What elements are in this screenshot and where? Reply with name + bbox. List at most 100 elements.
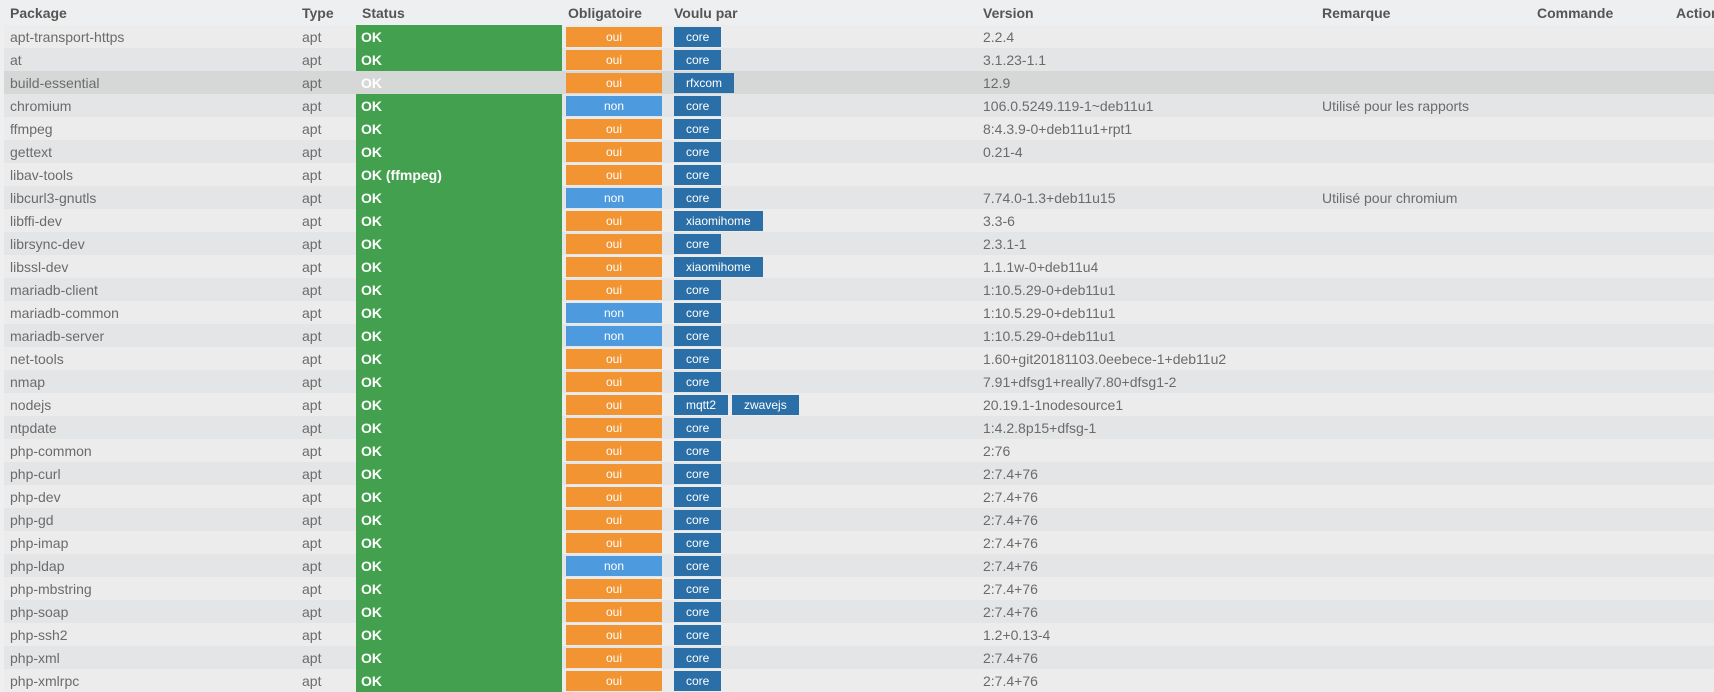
package-name: php-common <box>10 442 92 459</box>
commande <box>1531 623 1670 646</box>
package-name: php-mbstring <box>10 580 92 597</box>
status-cell: OK <box>356 508 562 531</box>
action <box>1670 600 1714 623</box>
version: 2:7.4+76 <box>983 557 1038 574</box>
obligatoire-badge: oui <box>566 141 662 162</box>
voulu-par-cell: core <box>668 25 977 48</box>
status-cell: OK <box>356 646 562 669</box>
obligatoire-cell: oui <box>562 416 668 439</box>
obligatoire-cell: oui <box>562 669 668 692</box>
voulu-par-badge: core <box>674 647 722 668</box>
col-commande[interactable]: Commande <box>1537 4 1614 21</box>
commande <box>1531 232 1670 255</box>
package-type: apt <box>302 672 322 689</box>
obligatoire-cell: non <box>562 94 668 117</box>
action <box>1670 554 1714 577</box>
obligatoire-badge: oui <box>566 348 662 369</box>
commande <box>1531 554 1670 577</box>
table-row: php-xmlrpc apt OK oui core 2:7.4+76 <box>4 669 1714 692</box>
table-row: php-dev apt OK oui core 2:7.4+76 <box>4 485 1714 508</box>
remarque <box>1316 462 1531 485</box>
voulu-par-badge: core <box>674 578 722 599</box>
status-cell: OK <box>356 301 562 324</box>
action <box>1670 347 1714 370</box>
voulu-par-cell: core <box>668 301 977 324</box>
package-name: php-curl <box>10 465 61 482</box>
table-row: apt-transport-https apt OK oui core 2.2.4 <box>4 25 1714 48</box>
remarque <box>1316 347 1531 370</box>
commande <box>1531 347 1670 370</box>
version: 3.1.23-1.1 <box>983 51 1047 68</box>
package-name: mariadb-client <box>10 281 98 298</box>
status-cell: OK <box>356 255 562 278</box>
version <box>977 163 1316 186</box>
voulu-par-badge: core <box>674 670 722 691</box>
version: 2:7.4+76 <box>983 511 1038 528</box>
col-voulu-par[interactable]: Voulu par <box>674 4 738 21</box>
package-name: php-imap <box>10 534 69 551</box>
version: 8:4.3.9-0+deb11u1+rpt1 <box>983 120 1133 137</box>
action <box>1670 48 1714 71</box>
action <box>1670 393 1714 416</box>
commande <box>1531 600 1670 623</box>
package-name: net-tools <box>10 350 64 367</box>
package-type: apt <box>302 419 322 436</box>
obligatoire-cell: oui <box>562 255 668 278</box>
status-cell: OK <box>356 140 562 163</box>
col-version[interactable]: Version <box>983 4 1034 21</box>
status-cell: OK <box>356 623 562 646</box>
obligatoire-cell: oui <box>562 140 668 163</box>
version: 2:7.4+76 <box>983 465 1038 482</box>
voulu-par-badge: core <box>674 302 722 323</box>
voulu-par-badge: core <box>674 164 722 185</box>
col-type[interactable]: Type <box>302 4 334 21</box>
action <box>1670 301 1714 324</box>
version: 1.1.1w-0+deb11u4 <box>983 258 1099 275</box>
voulu-par-badge: mqtt2 <box>674 394 729 415</box>
col-status[interactable]: Status <box>362 4 405 21</box>
status-cell: OK <box>356 25 562 48</box>
obligatoire-cell: oui <box>562 646 668 669</box>
col-package[interactable]: Package <box>10 4 67 21</box>
status-cell: OK <box>356 393 562 416</box>
obligatoire-badge: oui <box>566 210 662 231</box>
table-row: php-ldap apt OK non core 2:7.4+76 <box>4 554 1714 577</box>
voulu-par-cell: core <box>668 232 977 255</box>
voulu-par-badge: core <box>674 532 722 553</box>
package-name: apt-transport-https <box>10 28 125 45</box>
package-type: apt <box>302 511 322 528</box>
obligatoire-badge: oui <box>566 486 662 507</box>
obligatoire-badge: oui <box>566 509 662 530</box>
version: 2:7.4+76 <box>983 603 1038 620</box>
status-cell: OK <box>356 669 562 692</box>
status-cell: OK <box>356 554 562 577</box>
status-cell: OK <box>356 577 562 600</box>
package-type: apt <box>302 396 322 413</box>
package-name: libav-tools <box>10 166 74 183</box>
package-name: mariadb-common <box>10 304 119 321</box>
status-cell: OK <box>356 324 562 347</box>
package-name: at <box>10 51 22 68</box>
action <box>1670 485 1714 508</box>
package-type: apt <box>302 281 322 298</box>
package-type: apt <box>302 580 322 597</box>
remarque <box>1316 669 1531 692</box>
package-name: php-ldap <box>10 557 65 574</box>
version: 20.19.1-1nodesource1 <box>983 396 1124 413</box>
voulu-par-badge: core <box>674 440 722 461</box>
table-row: gettext apt OK oui core 0.21-4 <box>4 140 1714 163</box>
col-remarque[interactable]: Remarque <box>1322 4 1391 21</box>
voulu-par-badge: rfxcom <box>674 72 734 93</box>
table-row: libffi-dev apt OK oui xiaomihome 3.3-6 <box>4 209 1714 232</box>
remarque <box>1316 48 1531 71</box>
col-action[interactable]: Action <box>1676 4 1714 21</box>
remarque <box>1316 646 1531 669</box>
package-type: apt <box>302 212 322 229</box>
voulu-par-cell: core <box>668 347 977 370</box>
package-name: php-gd <box>10 511 54 528</box>
version: 7.74.0-1.3+deb11u15 <box>983 189 1116 206</box>
col-obligatoire[interactable]: Obligatoire <box>568 4 642 21</box>
commande <box>1531 416 1670 439</box>
commande <box>1531 462 1670 485</box>
package-type: apt <box>302 442 322 459</box>
